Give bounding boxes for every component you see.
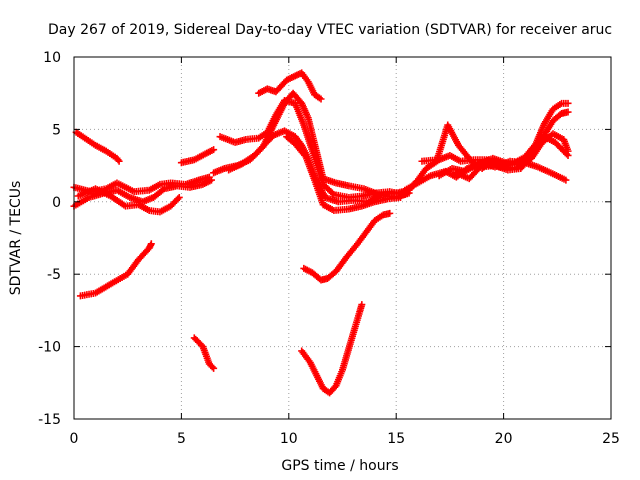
y-tick-label: -15	[38, 412, 61, 428]
x-tick-label: 25	[602, 431, 620, 447]
series-arc-f	[190, 334, 218, 372]
chart-title: Day 267 of 2019, Sidereal Day-to-day VTE…	[48, 22, 612, 38]
x-tick-label: 0	[70, 431, 79, 447]
data-point	[114, 156, 122, 164]
y-tick-label: 0	[52, 195, 61, 211]
y-tick-label: -10	[38, 340, 61, 356]
data-point	[317, 95, 325, 103]
data-point	[174, 195, 182, 203]
x-tick-label: 10	[280, 431, 298, 447]
series-arc-b	[76, 240, 155, 300]
data-point	[396, 193, 404, 201]
y-tick-label: -5	[47, 267, 61, 283]
data-point	[562, 176, 570, 184]
x-tick-label: 15	[387, 431, 405, 447]
series-arc-e	[74, 185, 183, 216]
series-arc-m	[300, 209, 394, 284]
data-point	[563, 150, 571, 158]
y-tick-label: 10	[43, 50, 61, 66]
data-point	[564, 108, 572, 116]
x-tick-label: 5	[177, 431, 186, 447]
y-tick-label: 5	[52, 122, 61, 138]
data-point	[207, 176, 215, 184]
x-axis-label: GPS time / hours	[281, 458, 398, 474]
series-arc-k	[255, 69, 325, 103]
data-point	[208, 363, 216, 371]
series-arc-s	[452, 133, 572, 183]
x-tick-label: 20	[495, 431, 513, 447]
data-point	[147, 240, 155, 248]
data-point	[175, 193, 183, 201]
data-series	[70, 69, 572, 397]
data-point	[210, 364, 218, 372]
y-axis-label: SDTVAR / TECUs	[8, 181, 24, 296]
series-arc-n	[298, 301, 366, 397]
series-arc-g	[177, 146, 218, 167]
axis-ticks: 0 5 10 15 20 25 -15 -10 -5 0 5 10	[38, 50, 620, 447]
data-point	[358, 301, 366, 309]
data-point	[386, 209, 394, 217]
series-arc-l	[283, 133, 404, 214]
data-point	[115, 157, 123, 165]
data-point	[210, 146, 218, 154]
data-point	[564, 151, 572, 159]
plot-frame	[73, 56, 612, 420]
data-point	[564, 99, 572, 107]
series-arc-a	[72, 128, 123, 165]
